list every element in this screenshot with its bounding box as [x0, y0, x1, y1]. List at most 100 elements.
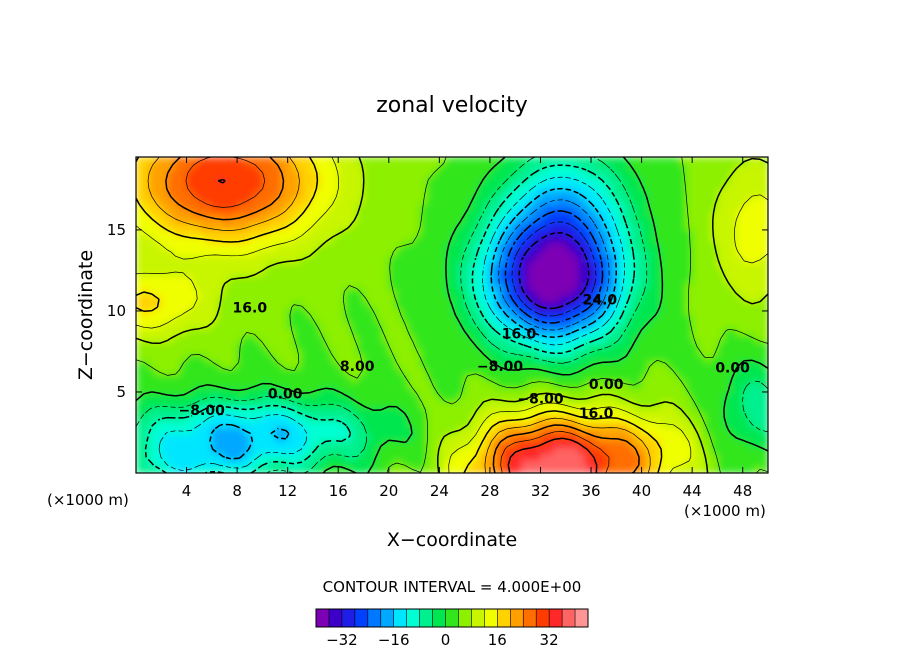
field-cell [458, 275, 466, 283]
field-cell [534, 209, 542, 217]
field-cell [483, 288, 491, 296]
field-cell [603, 301, 611, 310]
field-cell [660, 466, 668, 473]
field-cell [591, 196, 599, 204]
field-cell [439, 222, 447, 231]
field-cell [534, 334, 542, 343]
field-cell [755, 400, 763, 408]
field-cell [749, 466, 757, 473]
field-cell [350, 301, 358, 310]
field-cell [515, 255, 523, 264]
field-cell [666, 189, 674, 198]
field-cell [218, 433, 226, 441]
field-cell [306, 367, 314, 375]
field-cell [483, 176, 491, 185]
field-cell [211, 222, 219, 231]
field-cell [414, 189, 422, 198]
field-cell [211, 321, 219, 329]
field-cell [616, 328, 624, 336]
field-cell [666, 203, 674, 211]
field-cell [306, 163, 314, 171]
field-cell [445, 407, 453, 415]
field-cell [167, 380, 175, 389]
field-cell [312, 374, 320, 382]
field-cell [647, 282, 655, 290]
field-cell [148, 282, 156, 290]
field-cell [186, 157, 194, 165]
field-cell [610, 209, 618, 217]
field-cell [205, 196, 213, 204]
field-cell [464, 242, 472, 250]
field-cell [395, 407, 403, 415]
field-cell [515, 407, 523, 415]
field-cell [142, 236, 150, 244]
x-tick-label: 24 [430, 482, 449, 500]
field-cell [306, 459, 314, 468]
field-cell [641, 255, 649, 264]
field-cell [515, 453, 523, 461]
field-cell [192, 222, 200, 231]
field-cell [470, 347, 478, 356]
field-cell [344, 288, 352, 296]
field-cell [382, 183, 390, 191]
field-cell [578, 301, 586, 310]
field-cell [742, 301, 750, 310]
field-cell [641, 433, 649, 441]
field-cell [161, 157, 169, 165]
field-cell [717, 387, 725, 395]
field-cell [300, 321, 308, 329]
field-cell [237, 367, 245, 375]
field-cell [420, 321, 428, 329]
field-cell [559, 196, 567, 204]
field-cell [489, 394, 497, 402]
field-cell [527, 189, 535, 198]
field-cell [369, 163, 377, 171]
contour-label: 8.00 [340, 359, 375, 375]
field-cell [148, 433, 156, 441]
field-cell [420, 301, 428, 310]
field-cell [654, 183, 662, 191]
field-cell [685, 282, 693, 290]
field-cell [698, 426, 706, 435]
field-cell [420, 170, 428, 178]
field-cell [300, 374, 308, 382]
field-cell [401, 183, 409, 191]
field-cell [553, 295, 561, 303]
field-cell [711, 407, 719, 415]
field-cell [540, 288, 548, 296]
field-cell [369, 295, 377, 303]
field-cell [338, 426, 346, 435]
field-cell [249, 301, 257, 310]
y-axis-label: Z−coordinate [75, 250, 97, 380]
field-cell [692, 380, 700, 389]
field-cell [584, 170, 592, 178]
field-cell [420, 380, 428, 389]
field-cell [704, 189, 712, 198]
field-cell [679, 249, 687, 257]
field-cell [420, 189, 428, 198]
field-cell [489, 295, 497, 303]
field-cell [173, 446, 181, 454]
field-cell [452, 229, 460, 237]
field-cell [401, 216, 409, 224]
field-cell [268, 420, 276, 428]
field-cell [331, 426, 339, 435]
field-cell [192, 315, 200, 323]
field-cell [755, 229, 763, 237]
field-cell [142, 183, 150, 191]
field-cell [534, 249, 542, 257]
field-cell [306, 222, 314, 231]
field-cell [622, 380, 630, 389]
x-tick-label: 48 [733, 482, 752, 500]
field-cell [660, 426, 668, 435]
field-cell [730, 354, 738, 362]
field-cell [515, 301, 523, 310]
field-cell [331, 341, 339, 349]
field-cell [508, 288, 516, 296]
field-cell [761, 446, 768, 454]
field-cell [546, 347, 554, 356]
field-cell [591, 347, 599, 356]
field-cell [635, 249, 643, 257]
field-cell [597, 440, 605, 448]
field-cell [527, 367, 535, 375]
